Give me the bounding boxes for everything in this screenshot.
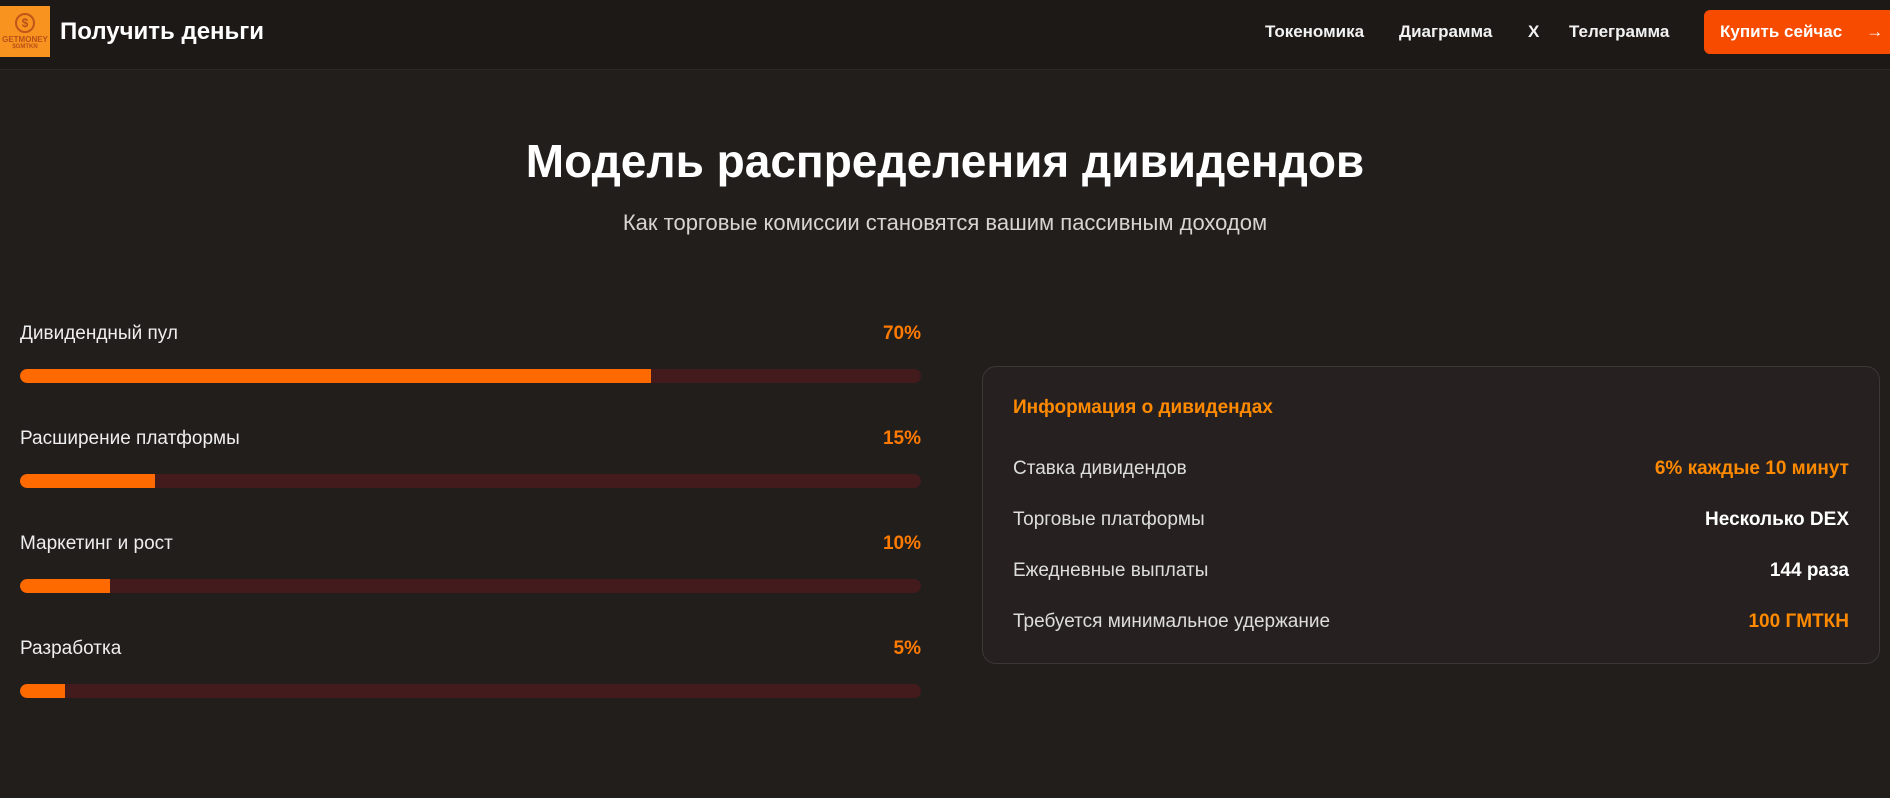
allocation-label: Маркетинг и рост <box>20 533 173 554</box>
dollar-coin-icon: $ <box>15 12 35 33</box>
arrow-right-icon: → <box>1866 22 1884 41</box>
allocation-percent: 15% <box>882 428 921 449</box>
info-value: 144 раза <box>1769 560 1849 581</box>
info-value: 100 ГМТКН <box>1748 611 1849 632</box>
progress-track <box>20 474 921 488</box>
info-row: Ежедневные выплаты 144 раза <box>1013 560 1849 584</box>
allocation-row: Расширение платформы 15% <box>20 428 921 508</box>
info-key: Требуется минимальное удержание <box>1013 611 1331 632</box>
info-row: Ставка дивидендов 6% каждые 10 минут <box>1013 458 1849 482</box>
header: $ GETMONEY $GMTKN Получить деньги Токено… <box>0 0 1890 70</box>
info-value: 6% каждые 10 минут <box>1654 458 1849 479</box>
page-subtitle: Как торговые комиссии становятся вашим п… <box>622 210 1268 235</box>
info-key: Ставка дивидендов <box>1013 458 1187 479</box>
progress-fill <box>20 684 66 698</box>
info-row: Требуется минимальное удержание 100 ГМТК… <box>1013 611 1849 635</box>
logo[interactable]: $ GETMONEY $GMTKN <box>0 6 50 57</box>
nav-chart[interactable]: Диаграмма <box>1399 22 1493 41</box>
progress-track <box>20 579 921 593</box>
buy-now-button[interactable]: Купить сейчас → <box>1704 10 1890 54</box>
allocation-percent: 70% <box>882 323 921 344</box>
info-row: Торговые платформы Несколько DEX <box>1013 509 1849 533</box>
info-key: Ежедневные выплаты <box>1013 560 1209 581</box>
dividend-info-card: Информация о дивидендах Ставка дивидендо… <box>982 366 1880 664</box>
allocation-label: Расширение платформы <box>20 428 240 449</box>
page-title: Модель распределения дивидендов <box>525 135 1365 187</box>
allocation-row: Маркетинг и рост 10% <box>20 533 921 613</box>
allocation-row: Дивидендный пул 70% <box>20 323 921 403</box>
card-title: Информация о дивидендах <box>1013 397 1273 418</box>
allocation-percent: 5% <box>893 638 921 659</box>
allocation-label: Разработка <box>20 638 122 659</box>
allocation-label: Дивидендный пул <box>20 323 178 344</box>
progress-track <box>20 684 921 698</box>
allocation-row: Разработка 5% <box>20 638 921 718</box>
nav-x[interactable]: X <box>1528 22 1540 41</box>
allocation-percent: 10% <box>882 533 921 554</box>
logo-ticker: $GMTKN <box>12 43 38 50</box>
progress-track <box>20 369 921 383</box>
info-value: Несколько DEX <box>1705 509 1849 530</box>
logo-text: GETMONEY <box>2 34 48 44</box>
nav-telegram[interactable]: Телеграмма <box>1569 22 1670 41</box>
info-key: Торговые платформы <box>1013 509 1205 530</box>
progress-fill <box>20 579 111 593</box>
brand-name[interactable]: Получить деньги <box>60 18 265 45</box>
nav-tokenomics[interactable]: Токеномика <box>1265 22 1365 41</box>
buy-now-label: Купить сейчас <box>1720 22 1843 41</box>
progress-fill <box>20 474 156 488</box>
progress-fill <box>20 369 651 383</box>
